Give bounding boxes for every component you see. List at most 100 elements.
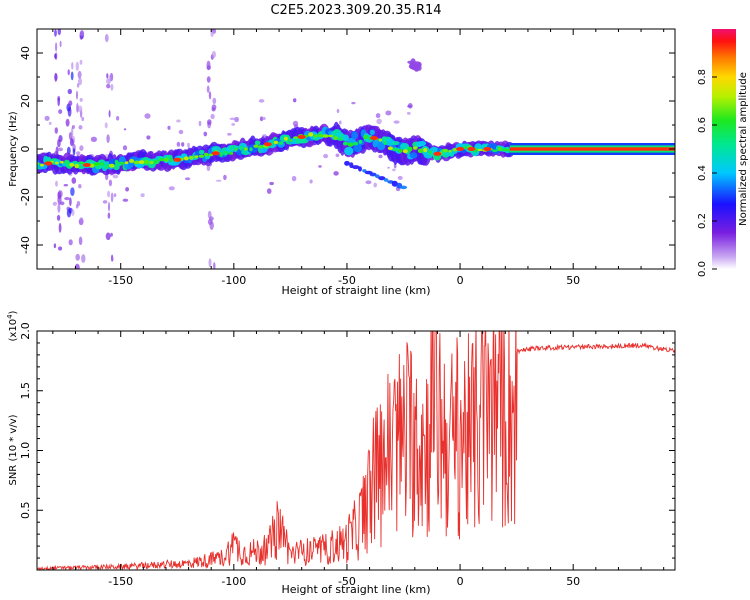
heat-speck bbox=[79, 97, 83, 102]
heat-speck bbox=[54, 127, 58, 134]
heat-speck bbox=[52, 201, 58, 206]
heat-blob-high bbox=[253, 144, 259, 148]
heat-speck bbox=[67, 69, 70, 76]
heat-blob-high bbox=[313, 134, 318, 138]
heat-blob-high bbox=[40, 163, 44, 167]
heat-speck bbox=[373, 182, 378, 188]
spectrogram-ylabel: Frequency (Hz) bbox=[8, 111, 19, 187]
heat-branch bbox=[344, 160, 350, 166]
heat-speck bbox=[108, 110, 111, 118]
heat-peak bbox=[263, 142, 272, 147]
heat-speck bbox=[69, 197, 72, 207]
colorbar-tick-label: 0.2 bbox=[697, 213, 708, 229]
heat-speck bbox=[71, 62, 74, 70]
heat-blob-high bbox=[442, 148, 448, 153]
heat-blob-mid bbox=[342, 134, 350, 142]
heat-speck bbox=[104, 34, 109, 43]
heat-blob-high bbox=[64, 159, 70, 165]
x-tick-label: 50 bbox=[566, 575, 580, 588]
heat-speck bbox=[206, 164, 211, 172]
y-tick-label: 0 bbox=[19, 146, 32, 153]
heat-speck bbox=[181, 142, 185, 147]
heat-speck bbox=[111, 257, 114, 262]
heat-speck bbox=[178, 129, 184, 135]
heat-speck bbox=[260, 116, 263, 122]
heat-blob-high bbox=[74, 163, 80, 169]
y-tick-label: 20 bbox=[19, 94, 32, 108]
heat-speck bbox=[65, 118, 70, 127]
heat-speck bbox=[71, 125, 75, 129]
heat-speck bbox=[78, 125, 83, 130]
heat-speck bbox=[57, 203, 61, 213]
heat-blob-high bbox=[203, 152, 209, 157]
heat-blob-high bbox=[428, 150, 432, 154]
heat-speck bbox=[351, 101, 356, 105]
heat-speck bbox=[208, 258, 212, 268]
x-tick-label: -150 bbox=[108, 274, 133, 287]
y-tick-label: 0.5 bbox=[19, 502, 32, 520]
heat-speck bbox=[122, 145, 128, 151]
heat-speck bbox=[113, 193, 117, 198]
y-tick-label: -40 bbox=[19, 236, 32, 254]
heat-blob-mid bbox=[369, 129, 375, 136]
heat-blob-high bbox=[363, 134, 368, 140]
heat-speck bbox=[75, 253, 80, 261]
figure-title: C2E5.2023.309.20.35.R14 bbox=[270, 3, 441, 18]
heat-peak bbox=[82, 163, 91, 167]
heat-speck bbox=[112, 174, 119, 179]
heat-speck bbox=[76, 90, 78, 100]
heat-speck bbox=[211, 50, 216, 59]
heat-speck bbox=[54, 29, 57, 37]
heat-speck bbox=[198, 120, 202, 127]
heat-speck bbox=[335, 153, 340, 158]
heat-speck bbox=[146, 135, 151, 140]
heat-blob-high bbox=[108, 163, 115, 168]
spectrogram-panel: -150 -100 -50 0 50 -40 -20 0 20 40 Height of stra… bbox=[8, 28, 676, 297]
x-tick-label: 50 bbox=[566, 274, 580, 287]
heat-blob-high bbox=[322, 134, 329, 138]
heat-speck bbox=[108, 75, 111, 84]
colorbar-gradient bbox=[712, 29, 736, 269]
snr-panel: -150 -100 -50 0 50 0.5 1.0 1.5 2.0 Height of str… bbox=[6, 310, 676, 596]
heat-speck bbox=[203, 131, 208, 137]
heat-blob-high bbox=[258, 145, 264, 149]
heat-blob-high bbox=[378, 138, 383, 142]
heat-peak bbox=[467, 147, 476, 151]
heat-blob-high bbox=[387, 146, 394, 151]
y-tick-label: 1.0 bbox=[19, 442, 32, 460]
heat-blob-high bbox=[308, 132, 314, 137]
heat-blob-high bbox=[358, 139, 363, 144]
heat-speck bbox=[231, 123, 236, 126]
heat-speck bbox=[125, 187, 129, 192]
heat-speck bbox=[77, 105, 83, 113]
heat-blob-high bbox=[249, 147, 253, 152]
heat-blob-mid bbox=[376, 141, 386, 151]
heat-peak bbox=[297, 135, 306, 139]
heat-speck bbox=[59, 201, 65, 206]
snr-line bbox=[37, 331, 675, 570]
heat-blob-high bbox=[183, 156, 189, 161]
heat-blob-high bbox=[138, 160, 145, 165]
heat-speck bbox=[309, 179, 313, 184]
heat-blob-high bbox=[99, 162, 104, 166]
heat-branch bbox=[399, 185, 408, 190]
heat-speck bbox=[79, 30, 85, 37]
heat-speck bbox=[70, 187, 75, 197]
heat-blob-high bbox=[338, 137, 343, 141]
y-tick-label: 2.0 bbox=[19, 322, 32, 340]
heat-speck bbox=[207, 119, 212, 126]
heat-speck bbox=[58, 222, 62, 233]
heat-speck bbox=[76, 151, 81, 156]
heat-speck bbox=[64, 197, 70, 201]
heat-branch bbox=[358, 166, 362, 172]
heat-speck bbox=[269, 181, 274, 186]
heat-speck bbox=[70, 71, 74, 81]
heat-speck bbox=[210, 113, 215, 120]
y-tick-label: 40 bbox=[19, 46, 32, 60]
heat-speck bbox=[58, 246, 63, 251]
heat-speck bbox=[206, 76, 211, 83]
heat-speck bbox=[48, 121, 52, 125]
x-tick-label: -100 bbox=[221, 274, 246, 287]
heat-peak bbox=[370, 136, 379, 140]
heat-blob-high bbox=[408, 146, 413, 152]
